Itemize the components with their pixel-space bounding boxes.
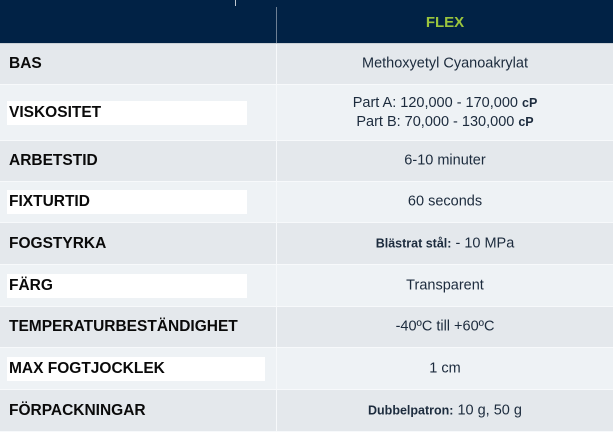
viscosity-part-a: Part A: 120,000 - 170,000 [352,94,518,111]
unit: cP [522,95,538,110]
row-label: FÄRG [7,273,247,298]
table-row: ARBETSTID 6-10 minuter [0,141,613,182]
table-header: FLEX [0,0,613,44]
row-label: FÖRPACKNINGAR [9,401,146,419]
row-label: MAX FOGTJOCKLEK [7,356,265,381]
row-value: Transparent [406,277,484,293]
row-value: 6-10 minuter [404,152,486,169]
row-value: Dubbelpatron: 10 g, 50 g [277,401,613,420]
value-prefix: Dubbelpatron: [368,403,454,417]
row-label: TEMPERATURBESTÄNDIGHET [9,318,238,335]
table-row: FIXTURTID 60 seconds [0,182,613,223]
row-label: BAS [9,55,42,72]
row-label: VISKOSITET [7,100,247,125]
product-column-header: FLEX [425,14,465,31]
row-value: Methoxyetyl Cyanoakrylat [361,55,528,72]
table-row: FOGSTYRKA Blästrat stål: - 10 MPa [0,223,613,265]
value-text: 10 g, 50 g [453,402,522,418]
table-row: FÖRPACKNINGAR Dubbelpatron: 10 g, 50 g [0,390,613,432]
divider [235,0,236,6]
table-row: MAX FOGTJOCKLEK 1 cm [0,348,613,390]
unit: cP [518,114,534,129]
row-label: FOGSTYRKA [9,234,107,252]
row-value: 60 seconds [407,193,483,210]
row-value: Part A: 120,000 - 170,000 cP Part B: 70,… [277,94,613,132]
row-value: Blästrat stål: - 10 MPa [277,234,613,253]
table-row: FÄRG Transparent [0,265,613,307]
row-label: ARBETSTID [9,152,98,169]
row-value: -40ºC till +60ºC [395,318,495,335]
table-row: VISKOSITET Part A: 120,000 - 170,000 cP … [0,85,613,141]
table-row: BAS Methoxyetyl Cyanoakrylat [0,44,613,85]
table-row: TEMPERATURBESTÄNDIGHET -40ºC till +60ºC [0,307,613,348]
viscosity-part-b: Part B: 70,000 - 130,000 [356,113,515,130]
value-prefix: Blästrat stål: [375,236,452,250]
row-value: 1 cm [429,360,461,376]
divider [276,7,277,43]
row-label: FIXTURTID [7,190,247,214]
value-text: - 10 MPa [451,235,515,251]
